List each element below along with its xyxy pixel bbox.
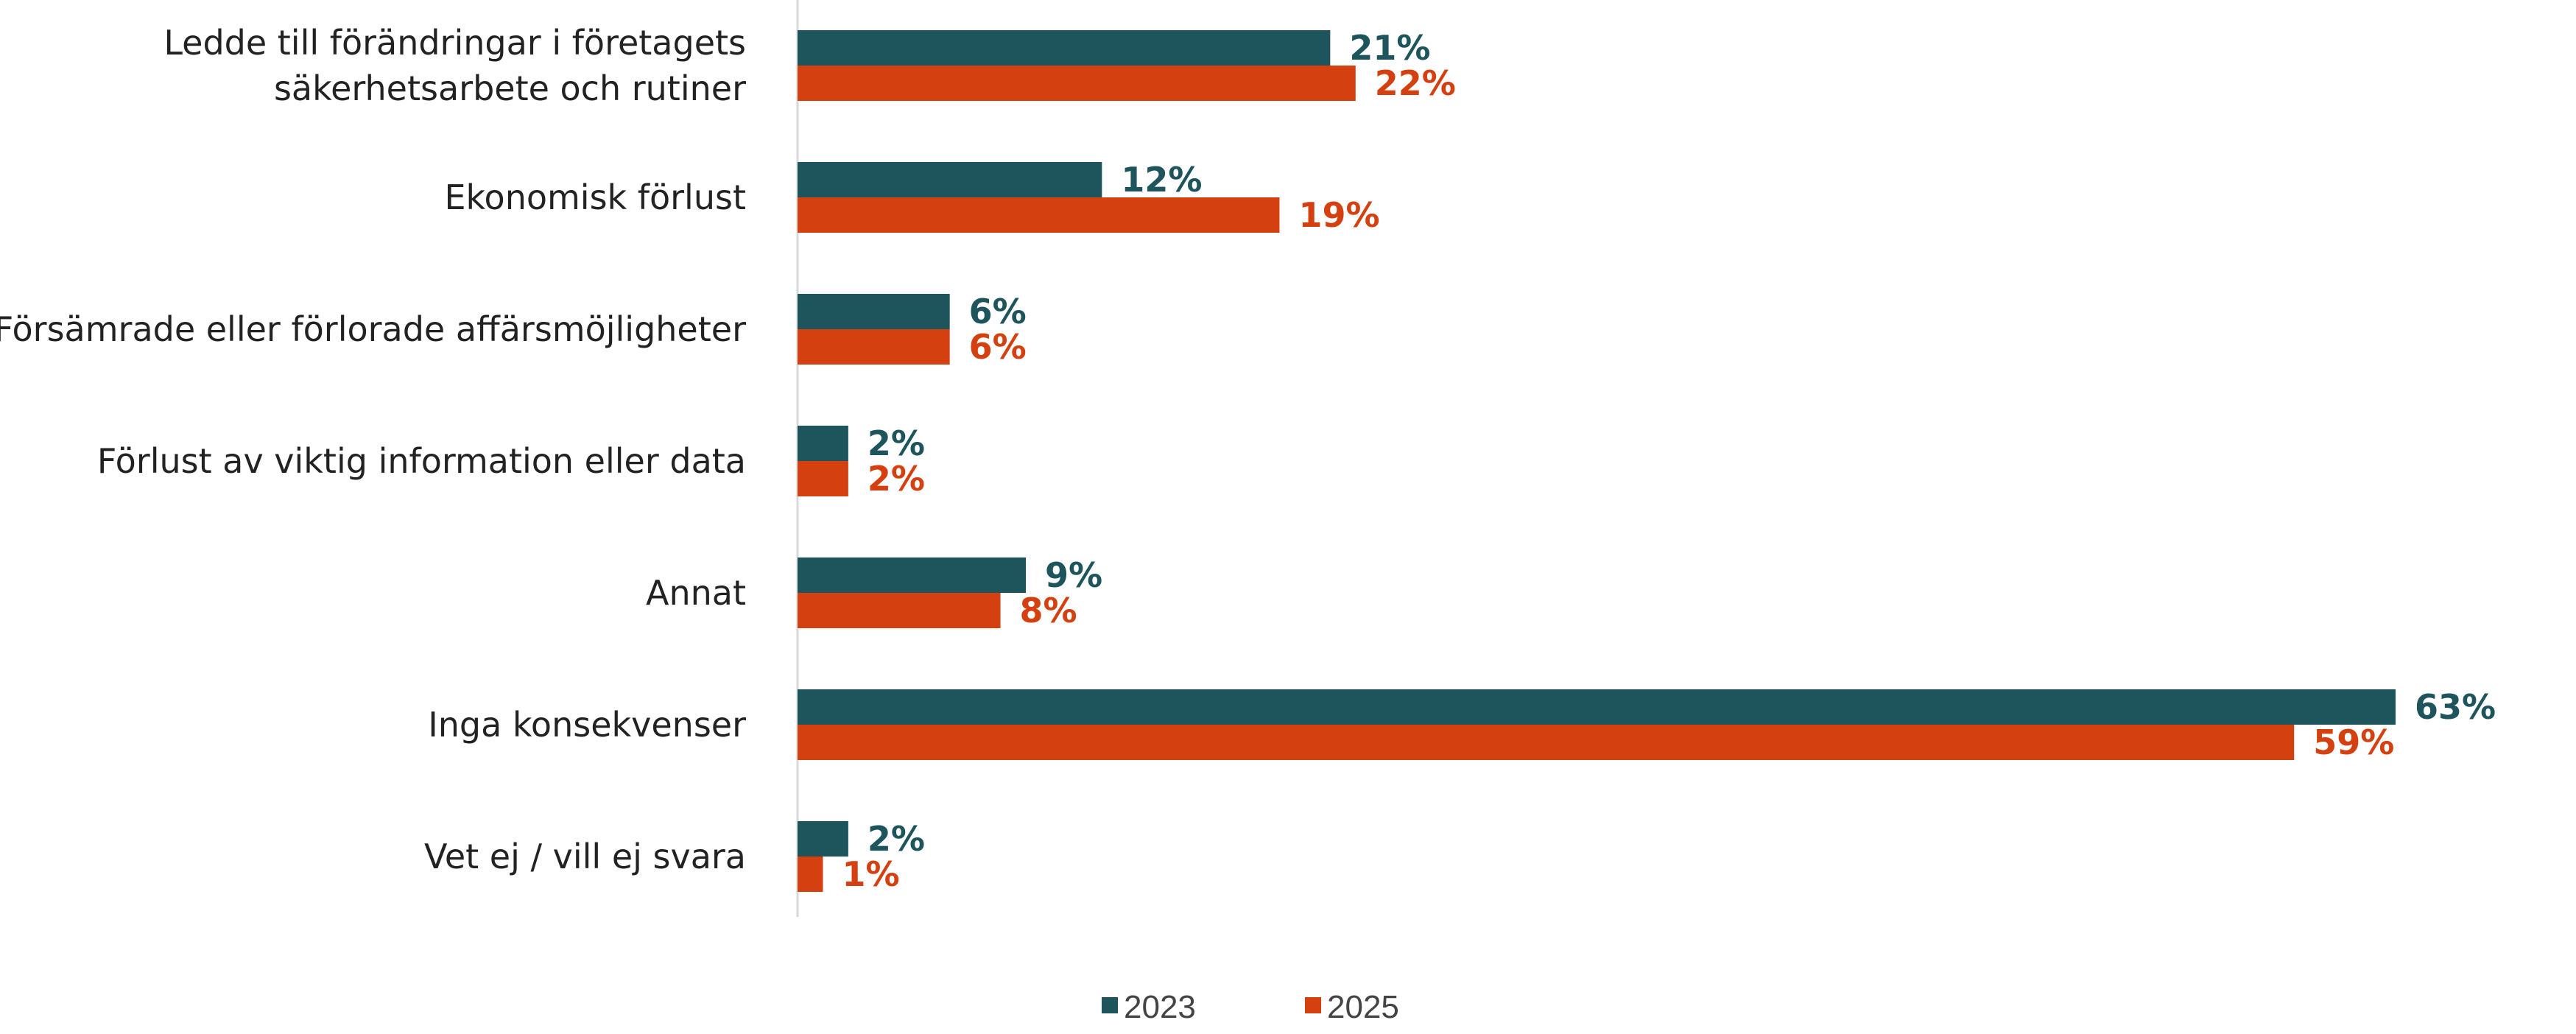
category-label: Inga konsekvenser: [428, 705, 746, 745]
bar-2025-2: [798, 329, 950, 365]
category-label: Försämrade eller förlorade affärsmöjligh…: [0, 309, 746, 349]
category-label: Förlust av viktig information eller data: [97, 441, 746, 481]
data-label-2025-5: 59%: [2313, 722, 2394, 762]
data-label-2025-1: 19%: [1298, 195, 1379, 235]
bars: [798, 30, 2396, 892]
category-label: säkerhetsarbete och rutiner: [274, 68, 746, 108]
data-label-2023-0: 21%: [1349, 28, 1430, 68]
bar-2025-4: [798, 593, 1001, 628]
bar-2023-5: [798, 689, 2396, 725]
bar-2025-0: [798, 66, 1356, 101]
data-label-2023-5: 63%: [2415, 687, 2496, 727]
category-label: Ekonomisk förlust: [444, 177, 746, 217]
data-label-2025-0: 22%: [1375, 63, 1456, 103]
legend-label-2025: 2025: [1327, 989, 1399, 1025]
bar-2023-0: [798, 30, 1331, 66]
data-label-2025-4: 8%: [1020, 591, 1077, 630]
category-label: Ledde till förändringar i företagets: [163, 23, 746, 63]
bar-2025-3: [798, 461, 848, 496]
category-label: Annat: [646, 573, 746, 613]
bar-2023-6: [798, 821, 848, 857]
bar-2025-1: [798, 197, 1280, 233]
category-label: Vet ej / vill ej svara: [424, 837, 746, 876]
data-label-2023-1: 12%: [1121, 160, 1202, 200]
data-label-2023-3: 2%: [868, 423, 925, 463]
bar-2023-2: [798, 294, 950, 329]
legend-swatch-2025: [1305, 997, 1321, 1013]
bar-2023-4: [798, 558, 1026, 593]
bar-2023-3: [798, 426, 848, 461]
data-label-2023-6: 2%: [868, 819, 925, 859]
data-label-2023-4: 9%: [1045, 555, 1102, 595]
data-label-2023-2: 6%: [969, 292, 1027, 331]
bar-2025-5: [798, 725, 2295, 760]
category-labels: Ledde till förändringar i företagets säke…: [0, 23, 746, 876]
legend-swatch-2023: [1102, 997, 1118, 1013]
data-labels: 21%22%12%19%6%6%2%2%9%8%63%59%2%1%: [842, 28, 2496, 894]
legend: 2023 2025: [1102, 989, 1399, 1025]
data-label-2025-3: 2%: [868, 459, 925, 499]
bar-2025-6: [798, 857, 823, 892]
data-label-2025-6: 1%: [842, 854, 899, 894]
bar-2023-1: [798, 162, 1102, 197]
data-label-2025-2: 6%: [969, 327, 1027, 367]
legend-label-2023: 2023: [1124, 989, 1196, 1025]
